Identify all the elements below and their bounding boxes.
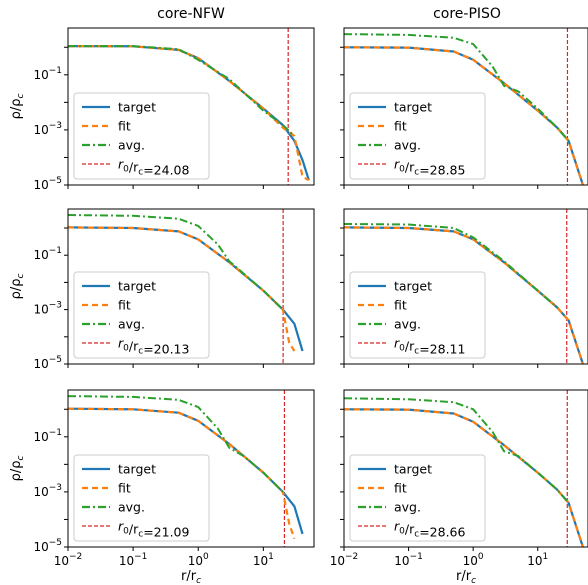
title-core-nfw: core-NFW	[157, 6, 225, 22]
legend-label: target	[118, 100, 156, 115]
legend: target fit avg. r0/rc=28.66	[349, 454, 486, 542]
panel-2: 10−5 10−3 10−1 ρ/ρc target fit avg. r0/rc=20.13	[9, 208, 315, 371]
y-tick-label: 10−3	[33, 483, 62, 499]
y-axis-label: ρ/ρc	[9, 456, 26, 482]
legend: target fit avg. r0/rc=20.13	[73, 271, 210, 359]
legend-label: r0/rc=28.85	[394, 157, 465, 178]
legend-label: avg.	[394, 317, 421, 332]
legend-label: r0/rc=20.13	[118, 336, 189, 357]
legend-label: fit	[394, 119, 407, 134]
legend: target fit avg. r0/rc=28.85	[349, 92, 486, 180]
x-tick-label: 10−2	[54, 552, 83, 568]
legend-label: avg.	[118, 317, 145, 332]
series-avg	[68, 395, 284, 493]
panel-4: 10−5 10−3 10−1 10−2 10−1 100 101 ρ/ρc r/rc target…	[9, 389, 315, 585]
y-axis-label: ρ/ρc	[9, 94, 26, 120]
axes-frame	[67, 208, 315, 365]
legend-label: fit	[118, 481, 131, 496]
axes-frame	[67, 27, 315, 186]
series-fit	[344, 226, 584, 364]
legend-box	[73, 454, 210, 542]
panel-5: 10−2 10−1 100 101 r/rc target fit avg. r0/rc=28.…	[330, 389, 588, 585]
y-tick-label: 10−1	[33, 246, 62, 262]
legend: target fit avg. r0/rc=21.09	[73, 454, 210, 542]
axes-frame	[343, 208, 588, 365]
series-avg	[68, 45, 296, 137]
legend-label: target	[394, 100, 432, 115]
axes-frame	[343, 27, 588, 186]
axes-frame	[67, 389, 315, 548]
y-tick-label: 10−5	[33, 355, 62, 371]
y-tick-label: 10−1	[33, 66, 62, 82]
x-tick-label: 10−1	[394, 552, 423, 568]
x-tick-label: 100	[463, 552, 484, 568]
series-avg	[344, 33, 570, 142]
panel-1: target fit avg. r0/rc=28.85	[340, 27, 588, 189]
legend-label: r0/rc=28.11	[394, 336, 465, 357]
legend: target fit avg. r0/rc=24.08	[73, 92, 210, 180]
legend-box	[73, 271, 210, 359]
x-tick-label: 10−1	[119, 552, 148, 568]
panels: 10−5 10−3 10−1 ρ/ρc target fit avg. r0/rc=24.08…	[9, 27, 588, 585]
x-tick-label: 10−2	[330, 552, 359, 568]
legend-label: r0/rc=24.08	[118, 157, 189, 178]
column-titles: core-NFW core-PISO	[157, 6, 501, 22]
legend-label: target	[118, 462, 156, 477]
panel-3: target fit avg. r0/rc=28.11	[340, 208, 588, 368]
y-axis-label: ρ/ρc	[9, 274, 26, 300]
title-core-piso: core-PISO	[433, 6, 501, 22]
legend-box	[73, 92, 210, 180]
series-avg	[344, 397, 570, 504]
y-tick-label: 10−3	[33, 121, 62, 137]
series-avg	[344, 223, 558, 309]
legend: target fit avg. r0/rc=28.11	[349, 271, 486, 359]
axes-frame	[343, 389, 588, 548]
x-axis-label: r/rc	[181, 569, 201, 585]
legend-label: avg.	[394, 500, 421, 515]
legend-label: fit	[394, 481, 407, 496]
x-tick-label: 101	[527, 552, 548, 568]
legend-label: avg.	[118, 138, 145, 153]
legend-box	[349, 271, 486, 359]
series-fit	[68, 407, 296, 540]
legend-label: fit	[394, 298, 407, 313]
legend-label: fit	[118, 298, 131, 313]
legend-label: target	[394, 279, 432, 294]
legend-box	[349, 92, 486, 180]
legend-label: avg.	[394, 138, 421, 153]
panel-0: 10−5 10−3 10−1 ρ/ρc target fit avg. r0/rc=24.08	[9, 27, 315, 192]
legend-label: r0/rc=21.09	[118, 519, 189, 540]
legend-label: fit	[118, 119, 131, 134]
legend-label: r0/rc=28.66	[394, 519, 465, 540]
series-avg	[68, 214, 284, 311]
y-tick-label: 10−1	[33, 428, 62, 444]
x-axis-label: r/rc	[456, 569, 476, 585]
legend-label: target	[394, 462, 432, 477]
y-tick-label: 10−3	[33, 301, 62, 317]
y-tick-label: 10−5	[33, 176, 62, 192]
y-tick-label: 10−5	[33, 538, 62, 554]
x-tick-label: 100	[188, 552, 209, 568]
legend-label: avg.	[118, 500, 145, 515]
legend-box	[349, 454, 486, 542]
x-tick-label: 101	[253, 552, 274, 568]
legend-label: target	[118, 279, 156, 294]
